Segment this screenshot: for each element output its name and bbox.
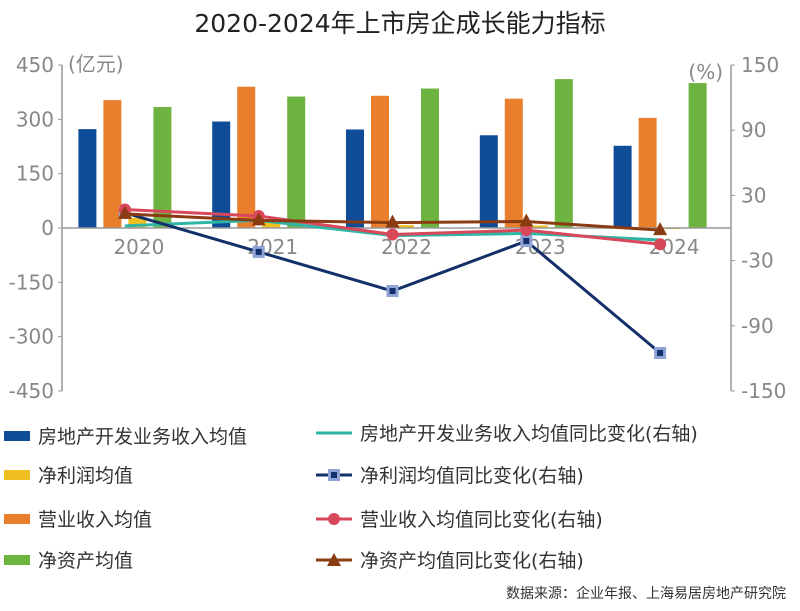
bar-2023-1 — [504, 98, 523, 228]
legend-label: 净利润均值 — [38, 465, 134, 487]
bar-2022-0 — [346, 129, 364, 228]
bar-2022-1 — [371, 95, 389, 229]
legend-line-net-profit-yoy: 净利润均值同比变化(右轴) — [314, 461, 584, 488]
legend-label: 净利润均值同比变化(右轴) — [360, 465, 584, 487]
bar-2024-0 — [613, 145, 632, 228]
bar-2022-2 — [396, 225, 414, 228]
right-axis-unit: (%) — [688, 60, 723, 84]
legend-line-revenue-yoy: 营业收入均值同比变化(右轴) — [314, 505, 603, 532]
bar-2022-3 — [421, 88, 439, 229]
right-tick-label: 30 — [741, 183, 766, 207]
right-tick-label: -90 — [741, 314, 774, 338]
legend-bar-revenue: 营业收入均值 — [4, 505, 152, 532]
legend-bar-net-assets: 净资产均值 — [4, 546, 133, 573]
marker-1-2024-inner — [657, 349, 664, 356]
right-tick-label: -150 — [741, 379, 786, 400]
legend-swatch — [4, 430, 30, 441]
legend-label: 营业收入均值 — [38, 509, 153, 531]
bar-2023-3 — [554, 79, 573, 228]
legend-line-icon — [316, 431, 352, 434]
left-tick-label: 450 — [16, 53, 54, 77]
square-marker-icon — [316, 468, 352, 481]
marker-3-2022 — [385, 214, 400, 228]
legend-swatch — [4, 469, 30, 480]
legend-swatch — [4, 513, 30, 524]
marker-3-2024 — [653, 222, 668, 236]
marker-2-2024 — [654, 238, 667, 251]
marker-3-2020 — [117, 205, 132, 219]
bar-2024-1 — [638, 117, 657, 228]
bar-2020-3 — [153, 107, 172, 228]
right-tick-label: 90 — [741, 118, 766, 142]
left-tick-label: -150 — [9, 270, 54, 294]
marker-1-2022-inner — [389, 288, 396, 295]
legend-label: 房地产开发业务收入均值 — [38, 426, 248, 448]
left-axis-unit: (亿元) — [68, 52, 124, 76]
x-tick-label: 2020 — [113, 235, 164, 259]
marker-2-2022 — [386, 228, 399, 241]
bar-2021-1 — [237, 86, 256, 228]
bar-2023-0 — [479, 135, 498, 228]
right-tick-label: 150 — [741, 53, 779, 77]
bar-2020-2 — [128, 217, 147, 228]
circle-marker-icon — [316, 512, 352, 525]
chart-title: 2020-2024年上市房企成长能力指标 — [194, 9, 606, 38]
legend-bar-net-profit: 净利润均值 — [4, 461, 133, 488]
marker-3-2023 — [519, 213, 534, 227]
bar-2020-0 — [78, 129, 97, 228]
bar-2024-3 — [688, 83, 707, 228]
left-tick-label: 0 — [41, 216, 54, 240]
left-tick-label: 300 — [16, 107, 54, 131]
left-tick-label: -300 — [9, 325, 54, 349]
bar-2021-3 — [287, 96, 306, 228]
right-tick-label: -30 — [741, 249, 774, 273]
legend-bar-dev-revenue: 房地产开发业务收入均值 — [4, 422, 247, 449]
marker-2-2023 — [520, 224, 533, 237]
bar-2020-1 — [103, 100, 122, 228]
legend-swatch — [4, 554, 30, 565]
marker-1-2023-inner — [523, 238, 530, 245]
legend-label: 营业收入均值同比变化(右轴) — [360, 509, 603, 531]
bar-2021-2 — [262, 221, 281, 228]
triangle-marker-icon — [316, 552, 352, 566]
marker-1-2021-inner — [255, 248, 262, 255]
bar-2021-0 — [212, 121, 231, 228]
plot-area: 450 300 150 0 -150 -300 -450 150 90 30 -30 -90 -150 (… — [9, 52, 787, 400]
legend-line-dev-revenue-yoy: 房地产开发业务收入均值同比变化(右轴) — [314, 419, 698, 446]
bar-2023-2 — [529, 225, 548, 228]
legend-label: 净资产均值同比变化(右轴) — [360, 550, 584, 572]
source-note: 数据来源：企业年报、上海易居房地产研究院 — [506, 586, 786, 602]
legend-label: 房地产开发业务收入均值同比变化(右轴) — [360, 423, 698, 445]
left-tick-label: 150 — [16, 162, 54, 186]
left-tick-label: -450 — [9, 379, 54, 400]
legend-line-net-assets-yoy: 净资产均值同比变化(右轴) — [314, 546, 584, 573]
marker-3-2021 — [251, 212, 266, 226]
legend-label: 净资产均值 — [38, 550, 134, 572]
